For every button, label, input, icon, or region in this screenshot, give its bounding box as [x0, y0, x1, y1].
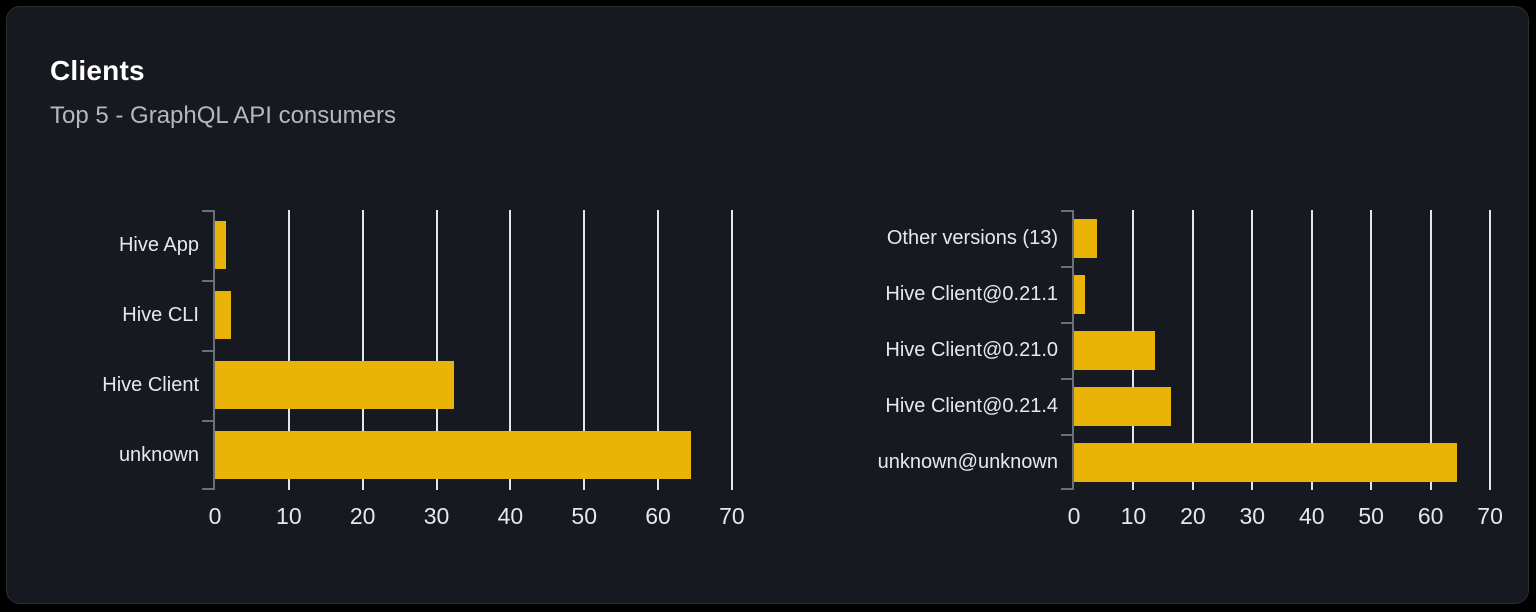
card-subtitle: Top 5 - GraphQL API consumers — [50, 102, 396, 129]
y-axis-tick — [202, 488, 213, 490]
y-axis-tick — [202, 420, 213, 422]
y-axis-line — [1072, 210, 1074, 490]
card-title: Clients — [50, 55, 145, 86]
x-tick-label: 50 — [571, 503, 598, 529]
gridline — [583, 210, 586, 490]
x-tick-label: 0 — [1067, 503, 1081, 529]
client-versions-bar-chart: Other versions (13) Hive Client@0.21.1 Hiv… — [878, 210, 1503, 529]
gridline — [1191, 210, 1194, 490]
x-tick-label: 10 — [276, 503, 302, 529]
gridline — [435, 210, 438, 490]
bar-hive-cli — [215, 291, 231, 339]
y-axis-line — [213, 210, 215, 490]
gridline — [1429, 210, 1432, 490]
gridline — [1489, 210, 1492, 490]
gridline — [657, 210, 660, 490]
category-label: Hive Client@0.21.0 — [885, 339, 1058, 361]
gridline — [730, 210, 733, 490]
y-axis-tick — [1061, 378, 1072, 380]
category-label: unknown@unknown — [877, 451, 1058, 473]
y-axis-tick — [1061, 434, 1072, 436]
x-tick-label: 70 — [719, 503, 745, 529]
bar-hive-client — [215, 361, 454, 409]
y-axis-tick — [1061, 322, 1072, 324]
x-tick-label: 70 — [1477, 503, 1503, 529]
category-label: Hive Client@0.21.4 — [885, 395, 1058, 417]
gridline — [361, 210, 364, 490]
x-tick-label: 50 — [1358, 503, 1384, 529]
x-tick-label: 60 — [645, 503, 671, 529]
bar-hive-client-0-21-4 — [1074, 386, 1172, 426]
bar-hive-client-0-21-1 — [1074, 274, 1085, 314]
y-axis-tick — [1061, 210, 1072, 212]
y-axis-tick — [202, 350, 213, 352]
x-tick-label: 30 — [1239, 503, 1266, 529]
bar-other-versions-13- — [1074, 218, 1098, 258]
bar-unknown-unknown — [1074, 442, 1457, 482]
x-tick-label: 40 — [497, 503, 524, 529]
category-label: Hive Client — [102, 374, 199, 396]
clients-card: Clients Top 5 - GraphQL API consumers — [6, 6, 1529, 604]
y-axis-tick — [202, 280, 213, 282]
x-tick-label: 30 — [423, 503, 450, 529]
gridline — [1370, 210, 1373, 490]
x-tick-label: 0 — [208, 503, 222, 529]
x-tick-label: 20 — [349, 503, 376, 529]
bar-hive-client-0-21-0 — [1074, 330, 1156, 370]
category-label: Hive Client@0.21.1 — [885, 283, 1058, 305]
x-tick-label: 40 — [1298, 503, 1325, 529]
y-axis-tick — [202, 210, 213, 212]
x-tick-label: 10 — [1120, 503, 1147, 529]
gridline — [1310, 210, 1313, 490]
y-axis-tick — [1061, 488, 1072, 490]
category-label: Hive App — [118, 234, 199, 256]
gridline — [287, 210, 290, 490]
category-label: Hive CLI — [122, 304, 199, 326]
x-tick-label: 20 — [1180, 503, 1206, 529]
bar-hive-app — [215, 221, 227, 269]
x-tick-label: 60 — [1417, 503, 1444, 529]
gridline — [1251, 210, 1254, 490]
bar-unknown — [215, 431, 691, 479]
clients-bar-chart: Hive App Hive CLI Hive Client unknown 0 10 20 3… — [102, 210, 745, 529]
gridline — [509, 210, 512, 490]
y-axis-tick — [1061, 266, 1072, 268]
category-label: unknown — [118, 444, 199, 466]
category-label: Other versions (13) — [886, 227, 1058, 249]
